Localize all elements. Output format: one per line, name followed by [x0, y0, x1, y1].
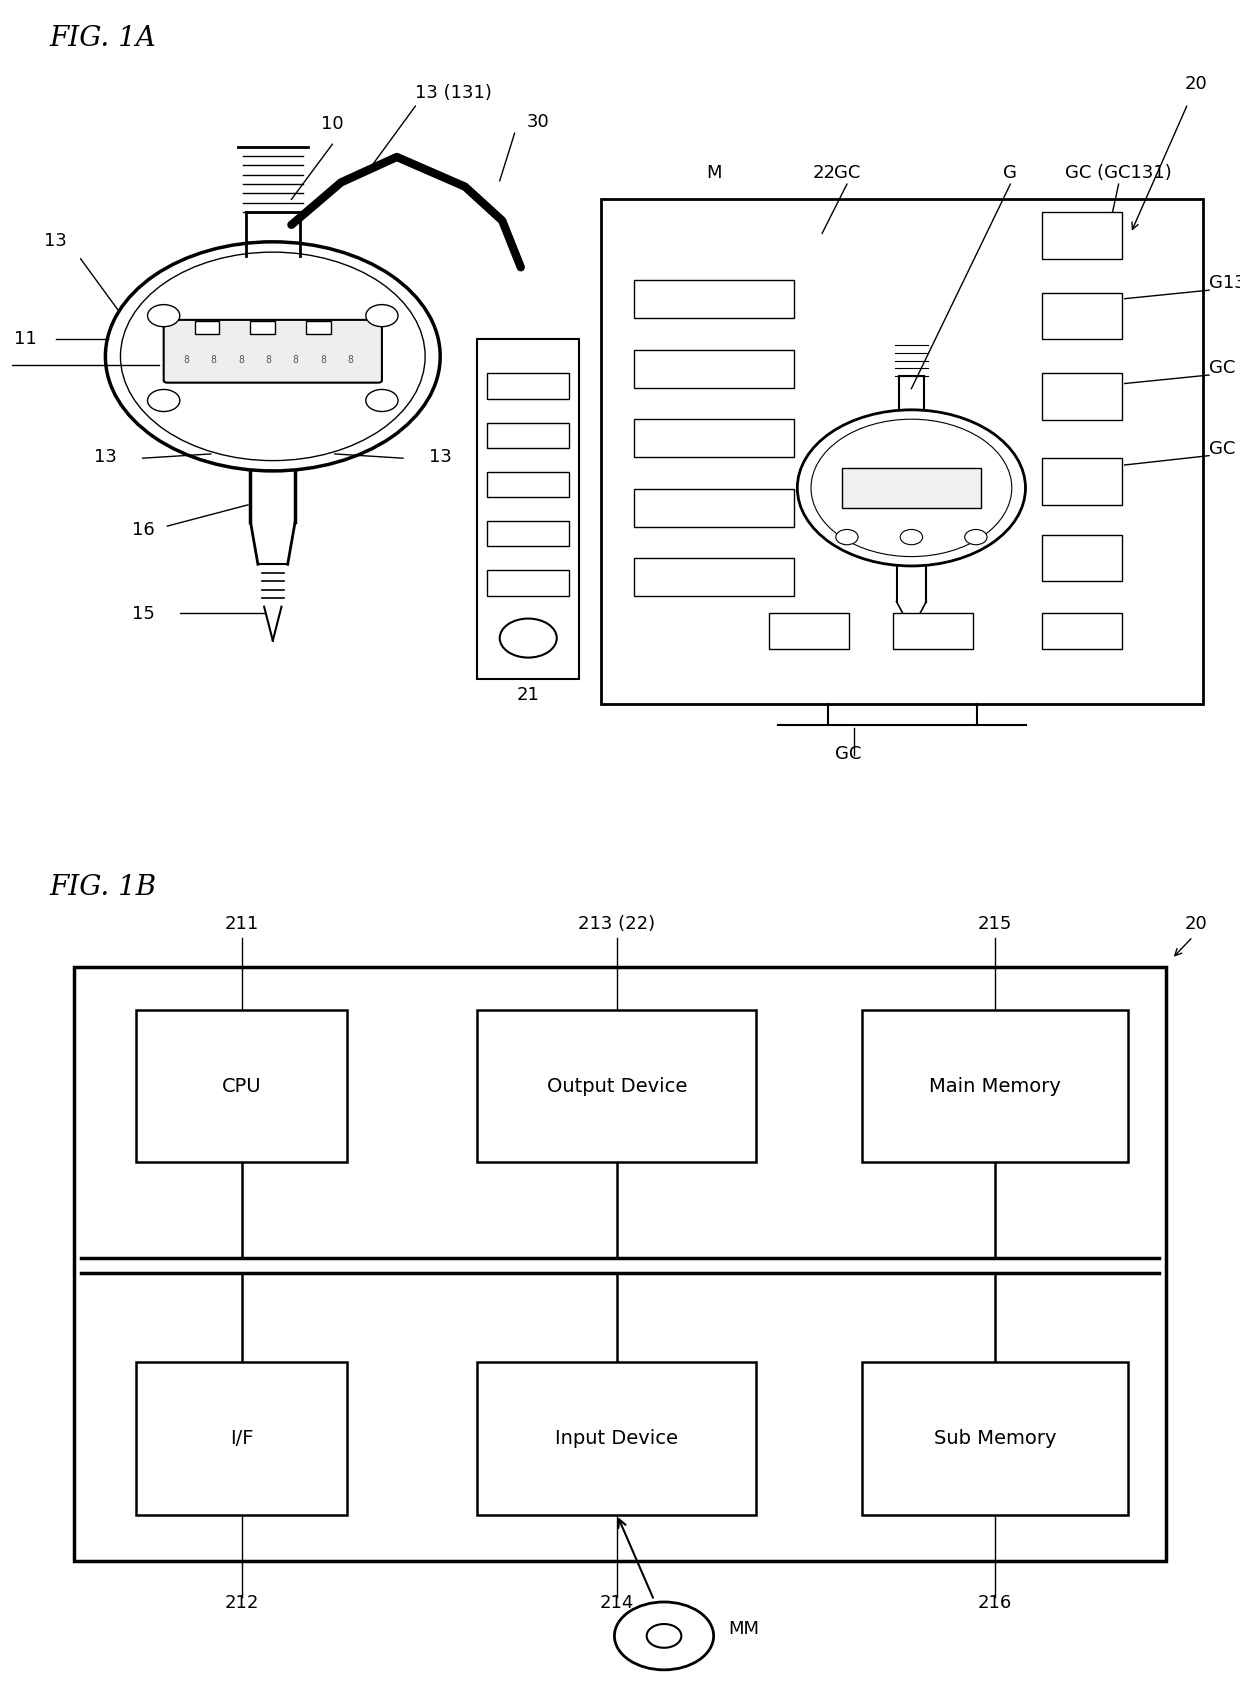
Text: CPU: CPU	[222, 1076, 262, 1096]
Bar	[893, 614, 973, 648]
Text: GC: GC	[1209, 360, 1235, 377]
Text: 13: 13	[429, 448, 451, 467]
Text: G: G	[1003, 165, 1017, 182]
Text: M: M	[706, 165, 722, 182]
Text: 15: 15	[133, 606, 155, 623]
Bar	[1042, 294, 1122, 339]
Text: 214: 214	[600, 1593, 634, 1612]
Bar	[634, 489, 794, 526]
Bar	[634, 558, 794, 597]
Text: 30: 30	[527, 114, 549, 131]
Text: GC (GC131): GC (GC131)	[1065, 165, 1172, 182]
Text: 10: 10	[321, 115, 343, 134]
Bar	[862, 1010, 1128, 1162]
Text: GC: GC	[1209, 440, 1235, 458]
Circle shape	[900, 529, 923, 545]
Text: MM: MM	[729, 1621, 759, 1638]
Bar	[477, 1361, 756, 1514]
Circle shape	[366, 390, 398, 412]
Bar	[195, 321, 219, 334]
Bar	[769, 614, 849, 648]
Bar	[1042, 458, 1122, 506]
Text: Main Memory: Main Memory	[929, 1076, 1061, 1096]
Text: 20: 20	[1184, 75, 1207, 93]
Bar	[1042, 212, 1122, 260]
Bar	[1042, 614, 1122, 648]
Text: G131: G131	[1209, 275, 1240, 292]
Circle shape	[148, 305, 180, 328]
Bar	[477, 339, 579, 679]
Text: Output Device: Output Device	[547, 1076, 687, 1096]
Text: 213 (22): 213 (22)	[578, 915, 656, 933]
Bar	[306, 321, 331, 334]
Text: I/F: I/F	[231, 1429, 253, 1448]
Bar	[634, 280, 794, 319]
Text: 8: 8	[347, 355, 353, 365]
Bar	[1042, 535, 1122, 580]
Bar	[1042, 373, 1122, 419]
Bar	[477, 1010, 756, 1162]
Text: 13: 13	[94, 448, 117, 467]
Text: Input Device: Input Device	[556, 1429, 678, 1448]
Bar	[487, 423, 569, 448]
Circle shape	[836, 529, 858, 545]
Bar	[74, 967, 1166, 1561]
Text: 11: 11	[15, 331, 37, 348]
Text: 8: 8	[320, 355, 326, 365]
Text: FIG. 1A: FIG. 1A	[50, 25, 156, 53]
Text: 8: 8	[265, 355, 272, 365]
Text: 8: 8	[184, 355, 190, 365]
Text: 8: 8	[293, 355, 299, 365]
Text: Sub Memory: Sub Memory	[934, 1429, 1056, 1448]
Circle shape	[965, 529, 987, 545]
Bar	[136, 1010, 347, 1162]
Bar	[634, 350, 794, 389]
Bar	[634, 419, 794, 456]
Bar	[862, 1361, 1128, 1514]
Circle shape	[366, 305, 398, 328]
Text: 212: 212	[224, 1593, 259, 1612]
Text: GC: GC	[836, 745, 862, 764]
Text: 13: 13	[45, 232, 67, 249]
Text: 215: 215	[978, 915, 1012, 933]
Text: 22: 22	[812, 165, 836, 182]
Text: 8: 8	[211, 355, 217, 365]
Text: 20: 20	[1184, 915, 1207, 933]
Bar	[250, 321, 275, 334]
Bar	[487, 521, 569, 546]
Text: 211: 211	[224, 915, 259, 933]
Bar	[601, 200, 1203, 704]
Bar	[487, 570, 569, 596]
Text: 13 (131): 13 (131)	[415, 83, 492, 102]
Text: 16: 16	[133, 521, 155, 538]
Text: 21: 21	[517, 686, 539, 704]
Text: GC: GC	[833, 165, 861, 182]
Text: 216: 216	[978, 1593, 1012, 1612]
Bar	[136, 1361, 347, 1514]
FancyBboxPatch shape	[164, 321, 382, 384]
Text: 8: 8	[238, 355, 244, 365]
Bar	[487, 373, 569, 399]
Bar	[487, 472, 569, 497]
Bar	[842, 468, 981, 509]
Text: FIG. 1B: FIG. 1B	[50, 874, 156, 901]
Circle shape	[148, 390, 180, 412]
